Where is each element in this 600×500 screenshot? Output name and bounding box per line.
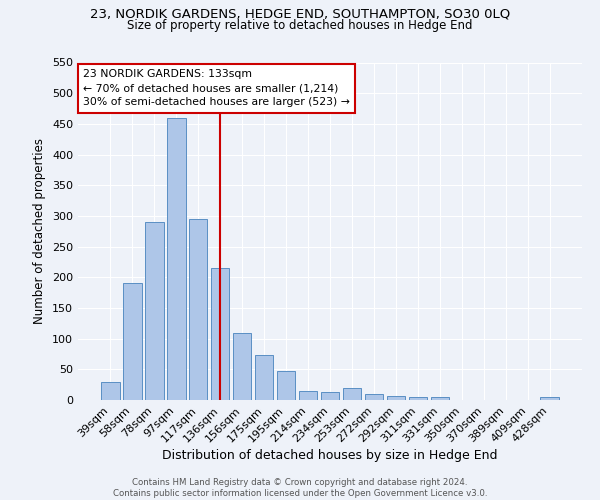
Bar bbox=[167, 118, 185, 400]
Bar bbox=[343, 388, 361, 400]
Bar bbox=[386, 396, 405, 400]
Bar bbox=[189, 219, 208, 400]
Bar bbox=[277, 371, 295, 400]
Bar bbox=[255, 355, 274, 400]
Text: 23, NORDIK GARDENS, HEDGE END, SOUTHAMPTON, SO30 0LQ: 23, NORDIK GARDENS, HEDGE END, SOUTHAMPT… bbox=[90, 8, 510, 20]
Bar bbox=[409, 397, 427, 400]
Bar bbox=[299, 391, 317, 400]
Text: 23 NORDIK GARDENS: 133sqm
← 70% of detached houses are smaller (1,214)
30% of se: 23 NORDIK GARDENS: 133sqm ← 70% of detac… bbox=[83, 69, 350, 108]
Text: Contains HM Land Registry data © Crown copyright and database right 2024.
Contai: Contains HM Land Registry data © Crown c… bbox=[113, 478, 487, 498]
Bar bbox=[365, 394, 383, 400]
Y-axis label: Number of detached properties: Number of detached properties bbox=[34, 138, 46, 324]
Text: Size of property relative to detached houses in Hedge End: Size of property relative to detached ho… bbox=[127, 18, 473, 32]
Bar bbox=[123, 284, 142, 400]
Bar bbox=[431, 397, 449, 400]
Bar bbox=[233, 332, 251, 400]
X-axis label: Distribution of detached houses by size in Hedge End: Distribution of detached houses by size … bbox=[162, 450, 498, 462]
Bar bbox=[101, 382, 119, 400]
Bar bbox=[211, 268, 229, 400]
Bar bbox=[541, 397, 559, 400]
Bar bbox=[145, 222, 164, 400]
Bar bbox=[320, 392, 340, 400]
